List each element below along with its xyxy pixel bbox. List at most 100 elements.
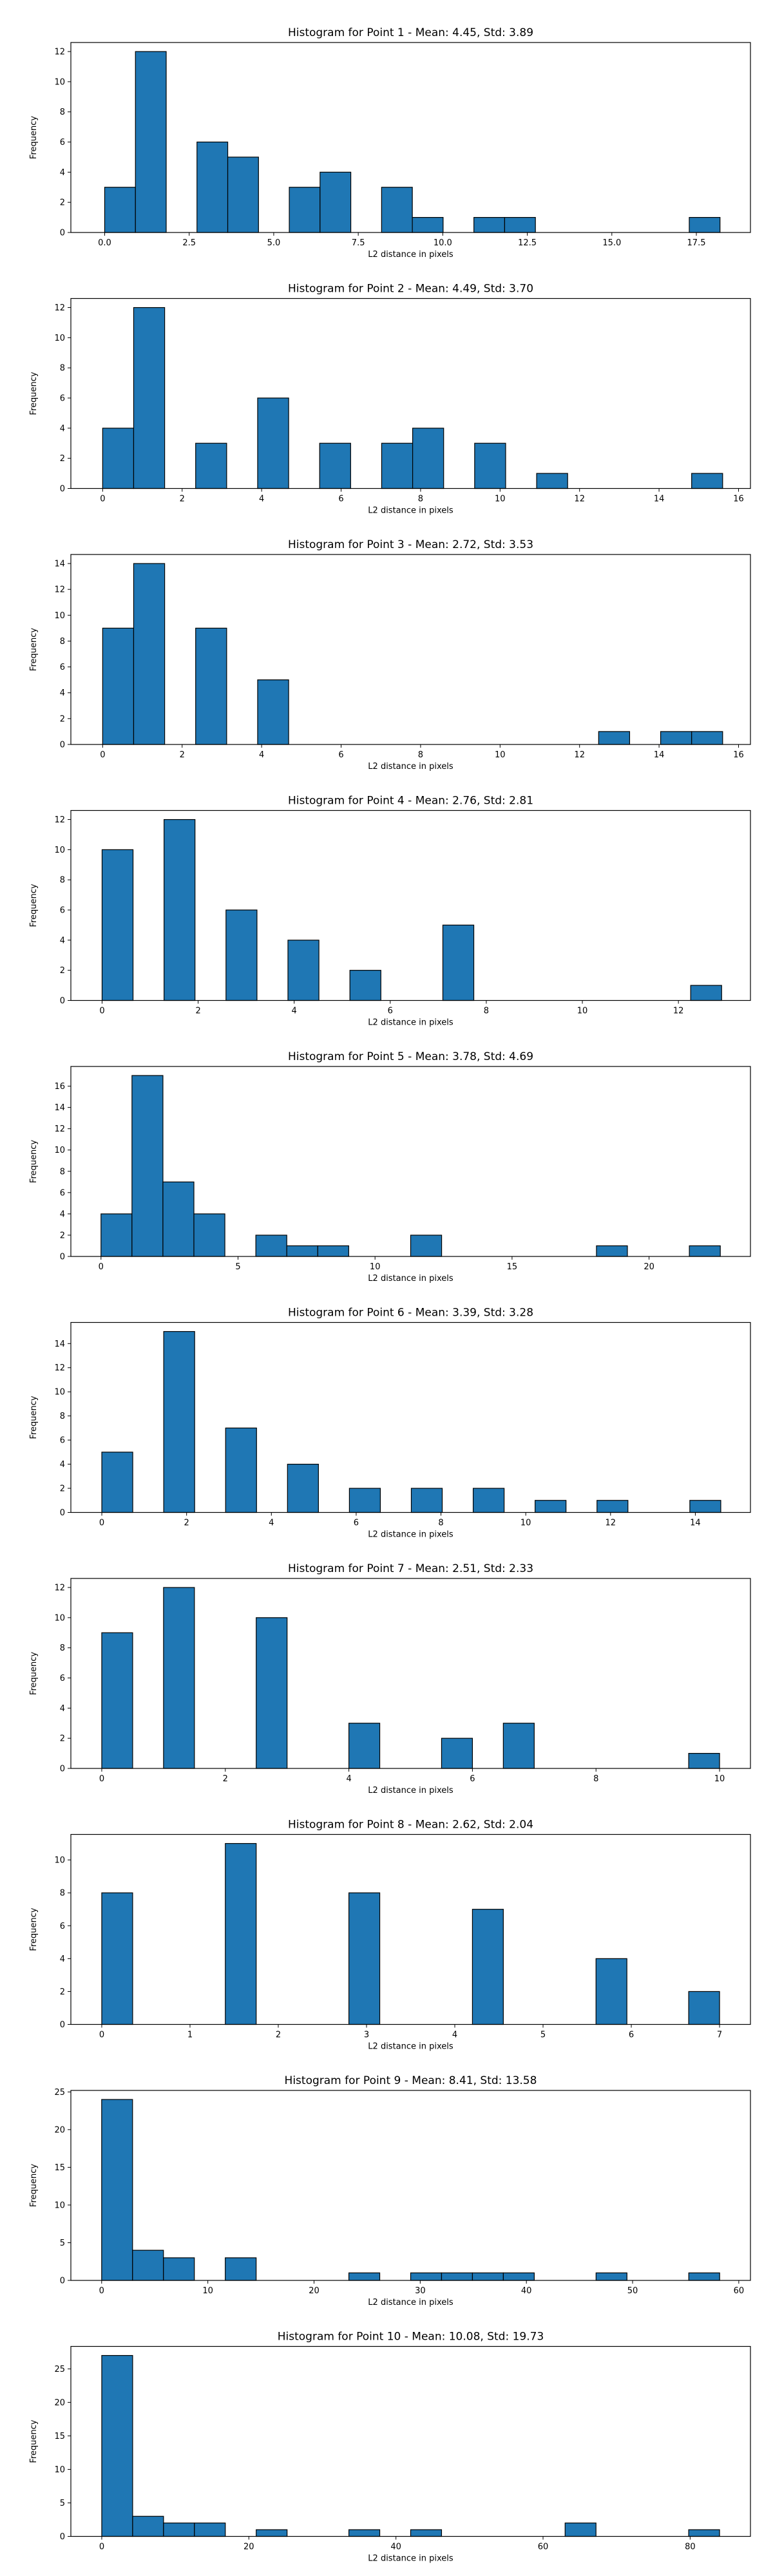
histogram-bar	[256, 2529, 288, 2537]
y-tick-label: 0	[60, 484, 65, 494]
x-axis-label: L2 distance in pixels	[368, 1786, 453, 1795]
y-tick-label: 15	[54, 2432, 65, 2441]
histogram-bar	[132, 2515, 164, 2537]
histogram-bar	[688, 1991, 720, 2025]
y-tick-label: 6	[60, 1436, 65, 1446]
histogram-bar	[131, 1075, 164, 1257]
x-tick-label: 0	[100, 495, 105, 504]
histogram-bar	[196, 141, 229, 233]
x-tick-label: 40	[521, 2286, 532, 2296]
axes-frame	[70, 554, 751, 745]
x-tick-label: 0	[99, 1519, 104, 1528]
y-tick-label: 0	[60, 2020, 65, 2030]
x-tick-label: 15.0	[602, 238, 621, 248]
histogram-bar	[225, 1427, 257, 1513]
x-axis-label: L2 distance in pixels	[368, 2298, 453, 2307]
histogram-bar	[287, 940, 320, 1001]
y-tick-label: 2	[60, 1484, 65, 1494]
x-tick-label: 6	[388, 1007, 393, 1016]
histogram-panel-5: Histogram for Point 5 - Mean: 3.78, Std:…	[29, 1050, 751, 1283]
y-tick-label: 14	[54, 1103, 65, 1113]
histogram-bar	[102, 627, 135, 745]
histogram-bar	[163, 2523, 195, 2537]
y-tick-label: 20	[54, 2398, 65, 2408]
histogram-bar	[256, 1617, 288, 1769]
y-tick-label: 12	[54, 815, 65, 825]
y-tick-label: 10	[54, 1388, 65, 1397]
histogram-bar	[102, 428, 135, 489]
histogram-panel-6: Histogram for Point 6 - Mean: 3.39, Std:…	[29, 1307, 751, 1540]
histogram-bar	[474, 442, 506, 489]
x-tick-label: 0	[99, 2286, 104, 2296]
y-tick-label: 8	[60, 1643, 65, 1653]
x-tick-label: 12	[673, 1007, 684, 1016]
y-tick-label: 0	[60, 1508, 65, 1518]
chart-title: Histogram for Point 10 - Mean: 10.08, St…	[278, 2331, 544, 2344]
histogram-bar	[660, 731, 692, 745]
histogram-bar	[381, 187, 413, 233]
histogram-bar	[225, 2257, 257, 2281]
histogram-bar	[536, 473, 568, 489]
histogram-panel-2: Histogram for Point 2 - Mean: 4.49, Std:…	[29, 283, 751, 516]
histogram-bar	[691, 731, 723, 745]
x-tick-label: 20	[243, 2543, 254, 2552]
y-tick-label: 4	[60, 1704, 65, 1714]
y-tick-label: 8	[60, 108, 65, 117]
histogram-bar	[441, 2272, 473, 2281]
x-tick-label: 0	[99, 2543, 104, 2552]
y-tick-label: 6	[60, 906, 65, 916]
axes-frame	[70, 42, 751, 233]
x-tick-label: 12	[574, 750, 585, 760]
y-tick-label: 20	[54, 2125, 65, 2135]
y-tick-label: 4	[60, 1955, 65, 1964]
histogram-bar	[598, 731, 631, 745]
x-tick-label: 10	[370, 1262, 381, 1272]
y-tick-label: 4	[60, 168, 65, 178]
y-tick-label: 25	[54, 2088, 65, 2098]
x-tick-label: 40	[390, 2543, 401, 2552]
y-tick-label: 4	[60, 424, 65, 433]
y-axis-label: Frequency	[29, 2164, 39, 2207]
histogram-bar	[255, 1235, 287, 1257]
y-tick-label: 14	[54, 1340, 65, 1349]
y-tick-label: 5	[60, 2499, 65, 2508]
histogram-bar	[348, 2272, 381, 2281]
y-tick-label: 2	[60, 198, 65, 208]
x-tick-label: 6	[338, 495, 343, 504]
x-axis-label: L2 distance in pixels	[368, 2554, 453, 2564]
y-axis-label: Frequency	[29, 116, 39, 159]
x-tick-label: 14	[690, 1519, 701, 1528]
x-tick-label: 14	[654, 495, 665, 504]
histogram-bar	[101, 849, 134, 1001]
x-tick-label: 0.0	[98, 238, 111, 248]
y-tick-label: 8	[60, 637, 65, 647]
histogram-panel-8: Histogram for Point 8 - Mean: 2.62, Std:…	[29, 1819, 751, 2052]
histogram-bar	[596, 1500, 629, 1513]
y-tick-label: 8	[60, 876, 65, 886]
y-tick-label: 14	[54, 560, 65, 569]
histogram-bar	[410, 2529, 443, 2537]
y-tick-label: 8	[60, 1167, 65, 1177]
histogram-bar	[410, 1235, 443, 1257]
x-tick-label: 0	[99, 2031, 104, 2040]
x-tick-label: 12.5	[518, 238, 537, 248]
x-tick-label: 50	[627, 2286, 638, 2296]
x-axis-label: L2 distance in pixels	[368, 2042, 453, 2052]
histogram-bar	[101, 1452, 133, 1513]
y-tick-label: 8	[60, 1412, 65, 1421]
y-axis-label: Frequency	[29, 1140, 39, 1183]
x-tick-label: 5.0	[267, 238, 281, 248]
histogram-bar	[690, 985, 722, 1001]
y-tick-label: 15	[54, 2163, 65, 2173]
histogram-bar	[225, 1842, 257, 2025]
y-axis-label: Frequency	[29, 2420, 39, 2463]
x-tick-label: 8	[484, 1007, 489, 1016]
y-tick-label: 10	[54, 2465, 65, 2475]
histogram-bar	[502, 2272, 535, 2281]
x-tick-label: 60	[538, 2543, 549, 2552]
histogram-bar	[101, 1892, 133, 2025]
y-tick-label: 2	[60, 1231, 65, 1240]
histogram-bar	[472, 1488, 505, 1513]
y-tick-label: 6	[60, 1674, 65, 1683]
histogram-bar	[164, 819, 196, 1001]
